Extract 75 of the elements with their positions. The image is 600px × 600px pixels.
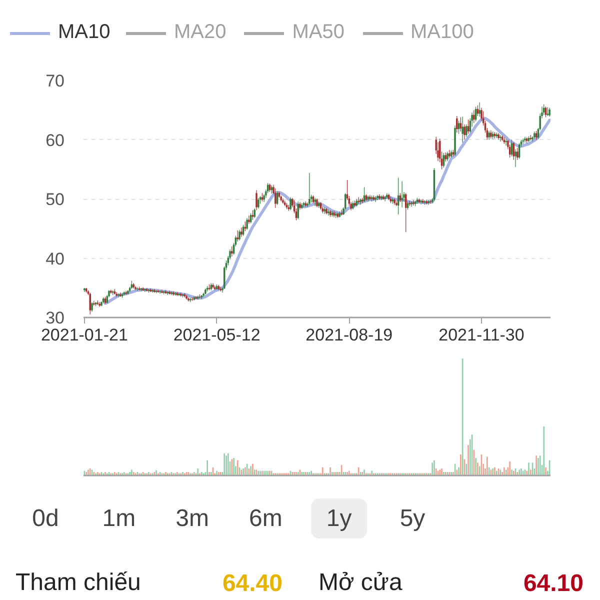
candlestick	[464, 124, 466, 140]
x-tick-label: 2021-11-30	[438, 326, 524, 344]
candlestick	[480, 107, 482, 122]
candlestick	[516, 148, 518, 160]
candlestick	[297, 201, 299, 220]
legend-label: MA50	[292, 21, 344, 44]
candlestick	[144, 288, 146, 292]
candlestick	[212, 282, 214, 289]
text: 64.40	[222, 570, 283, 597]
candlestick	[505, 138, 507, 146]
candlestick	[384, 196, 386, 202]
candlestick	[159, 290, 161, 294]
candlestick	[324, 206, 326, 214]
candlestick	[462, 116, 464, 144]
candlestick	[258, 198, 260, 209]
candlestick	[220, 286, 222, 292]
candlestick	[456, 116, 458, 133]
candlestick	[290, 196, 292, 211]
candlestick	[91, 302, 93, 312]
candlestick	[532, 136, 534, 142]
y-tick-label: 40	[46, 249, 65, 268]
candlestick	[161, 289, 163, 294]
candlestick	[478, 102, 480, 117]
text: 3m	[176, 505, 209, 532]
candlestick	[524, 136, 526, 144]
candlestick	[420, 199, 422, 205]
candlestick	[376, 194, 378, 200]
candlestick	[274, 188, 276, 208]
x-tick-label: 2021-01-21	[40, 326, 128, 344]
candlestick	[514, 148, 516, 168]
y-tick-label: 70	[46, 72, 65, 90]
y-tick-label: 60	[46, 130, 65, 150]
candlestick	[444, 152, 446, 162]
text: 5y	[400, 505, 426, 532]
text: Tham chiếu	[16, 569, 141, 596]
candlestick	[386, 192, 388, 200]
text: Mở cửa	[318, 569, 403, 596]
candlestick	[412, 200, 414, 206]
candlestick	[246, 218, 248, 230]
candlestick	[401, 180, 403, 208]
candlestick	[118, 292, 120, 298]
legend-label: MA100	[410, 21, 474, 44]
candlestick	[410, 201, 412, 207]
candlestick	[248, 215, 250, 224]
text: 0d	[32, 505, 59, 532]
candlestick	[195, 296, 197, 300]
candlestick	[543, 104, 545, 116]
candlestick	[231, 246, 233, 257]
text: 6m	[249, 505, 282, 532]
candlestick	[252, 210, 254, 220]
y-tick-label: 30	[46, 308, 65, 328]
candlestick	[178, 292, 180, 296]
y-tick-label: 50	[46, 190, 65, 209]
candlestick	[238, 230, 240, 241]
legend-label: MA20	[174, 21, 226, 44]
text: 1m	[102, 505, 136, 532]
candlestick	[428, 200, 430, 206]
candlestick	[98, 302, 100, 308]
candlestick	[430, 199, 432, 204]
candlestick	[125, 290, 127, 296]
candlestick	[473, 110, 475, 124]
candlestick	[236, 230, 238, 242]
candlestick	[89, 292, 91, 315]
x-tick-label: 2021-05-12	[173, 326, 260, 344]
candlestick	[254, 208, 256, 218]
candlestick	[84, 288, 86, 292]
text: 64.10	[523, 570, 584, 597]
text: 1y	[326, 505, 352, 532]
candlestick	[308, 172, 310, 206]
candlestick	[446, 151, 448, 162]
legend-label: MA10	[58, 21, 110, 44]
x-tick-label: 2021-08-19	[306, 326, 393, 344]
candlestick	[256, 190, 258, 211]
candlestick	[360, 198, 362, 206]
candlestick	[202, 292, 204, 298]
